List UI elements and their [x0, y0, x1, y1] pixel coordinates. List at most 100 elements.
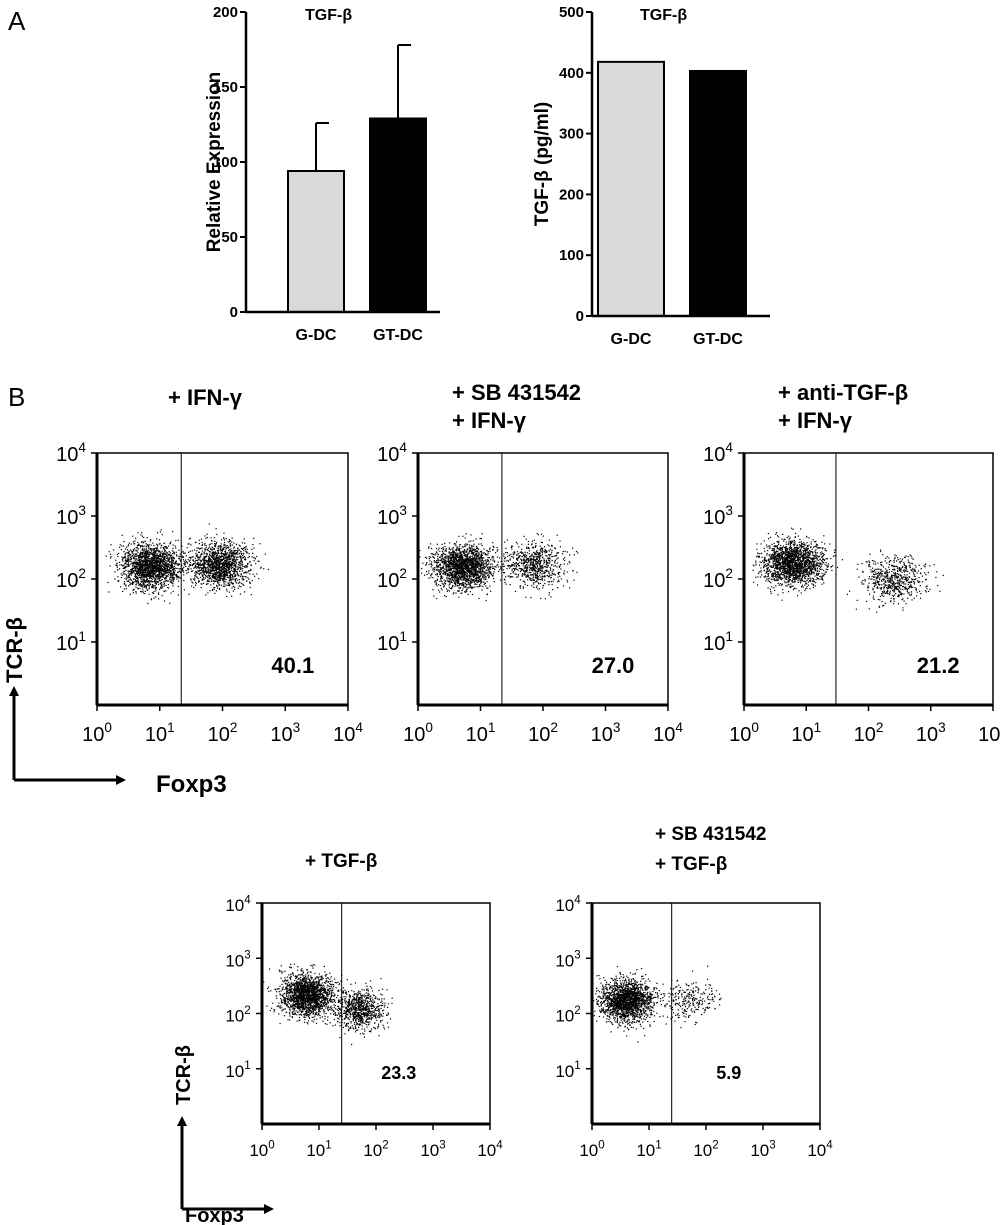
panel-label-a: A [8, 6, 26, 36]
event-dot [146, 557, 148, 559]
event-dot [472, 572, 474, 574]
event-dot [189, 550, 191, 552]
event-dot [467, 558, 469, 560]
event-dot [218, 567, 220, 569]
event-dot [161, 578, 163, 580]
event-dot [155, 565, 157, 567]
event-dot [215, 544, 217, 546]
event-dot [232, 559, 234, 561]
event-dot [477, 574, 479, 576]
event-dot [236, 571, 238, 573]
event-dot [483, 573, 485, 575]
event-dot [117, 576, 119, 578]
event-dot [461, 555, 463, 557]
event-dot [201, 544, 203, 547]
event-dot [143, 545, 145, 547]
event-dot [461, 567, 463, 569]
event-dot [202, 553, 204, 555]
event-dot [486, 593, 488, 595]
event-dot [231, 558, 233, 560]
x-tick-label: 103 [270, 720, 300, 746]
event-dot [224, 544, 226, 546]
event-dot [137, 588, 139, 590]
event-dot [197, 547, 199, 549]
event-dot [492, 555, 494, 558]
event-dot [154, 578, 156, 580]
event-dot [198, 543, 200, 545]
event-dot [490, 590, 492, 592]
event-dot [216, 580, 218, 582]
event-dot [486, 572, 488, 574]
event-dot [131, 562, 133, 564]
event-dot [196, 566, 198, 568]
event-dot [151, 575, 153, 577]
event-dot [145, 566, 147, 569]
event-dot [445, 565, 447, 567]
event-dot [219, 569, 221, 571]
event-dot [135, 565, 137, 567]
event-dot [172, 576, 174, 578]
event-dot [454, 574, 456, 576]
event-dot [141, 576, 143, 578]
event-dot [124, 560, 126, 562]
event-dot [132, 582, 134, 584]
event-dot [472, 563, 474, 565]
event-dot [126, 560, 128, 562]
event-dot [128, 550, 130, 552]
event-dot [141, 560, 143, 562]
event-dot [145, 563, 147, 565]
event-dot [205, 546, 207, 549]
event-dot [151, 584, 153, 586]
event-dot [131, 571, 133, 573]
event-dot [140, 567, 142, 569]
event-dot [155, 572, 157, 574]
event-dot [225, 547, 227, 549]
event-dot [196, 550, 198, 552]
event-dot [172, 553, 174, 555]
event-dot [242, 583, 244, 585]
event-dot [153, 548, 156, 550]
event-dot [479, 582, 482, 584]
event-dot [444, 561, 446, 564]
event-dot [460, 583, 463, 585]
event-dot [200, 569, 202, 571]
event-dot [210, 571, 212, 573]
event-dot [130, 571, 133, 573]
event-dot [137, 560, 139, 562]
event-dot [463, 552, 465, 554]
event-dot [158, 564, 160, 566]
event-dot [211, 543, 213, 545]
event-dot [202, 579, 204, 581]
event-dot [455, 572, 457, 574]
event-dot [201, 572, 203, 574]
event-dot [495, 566, 497, 568]
event-dot [214, 543, 216, 545]
event-dot [488, 575, 490, 577]
event-dot [162, 569, 164, 571]
event-dot [479, 572, 481, 574]
event-dot [450, 577, 452, 579]
event-dot [223, 543, 225, 545]
event-dot [234, 558, 236, 560]
event-dot [167, 569, 169, 571]
event-dot [166, 561, 168, 563]
event-dot [440, 580, 442, 582]
event-dot [149, 562, 151, 564]
event-dot [454, 582, 456, 584]
event-dot [466, 572, 468, 574]
event-dot [139, 569, 141, 571]
event-dot [158, 579, 160, 581]
event-dot [126, 560, 128, 562]
event-dot [238, 562, 240, 564]
event-dot [234, 571, 236, 573]
event-dot [107, 581, 109, 584]
event-dot [474, 570, 476, 572]
event-dot [237, 550, 239, 552]
event-dot [158, 592, 160, 594]
event-dot [204, 553, 206, 555]
x-tick-label: 101 [145, 720, 175, 746]
event-dot [474, 562, 476, 564]
event-dot [249, 561, 251, 563]
event-dot [438, 564, 440, 566]
event-dot [172, 583, 174, 585]
